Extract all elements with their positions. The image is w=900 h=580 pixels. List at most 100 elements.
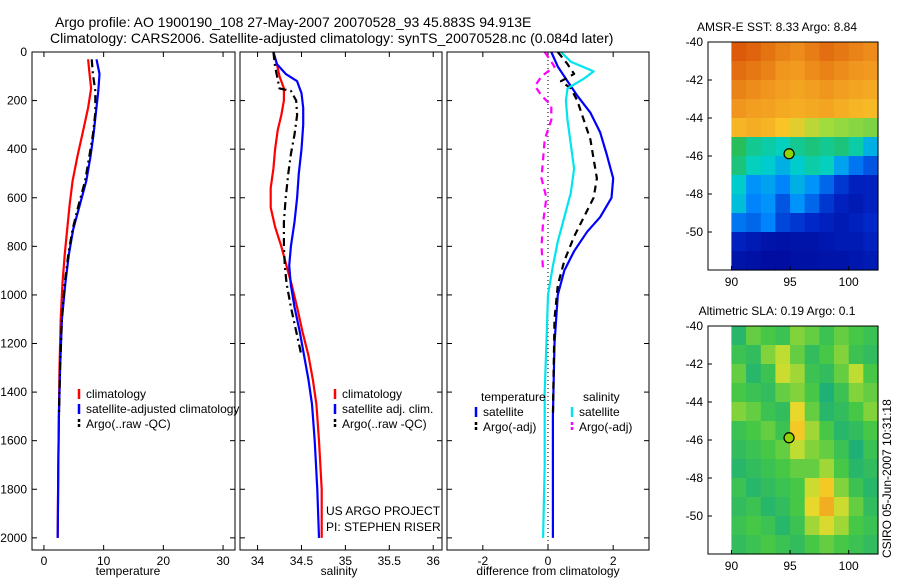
timestamp-stamp: CSIRO 05-Jun-2007 10:31:18 [880, 399, 894, 558]
x-tick-label: 100 [839, 275, 859, 289]
heatmap-cell [731, 345, 747, 365]
heatmap-cell [819, 175, 835, 195]
heatmap-cell [804, 137, 820, 157]
heatmap-cell [760, 383, 777, 403]
heatmap-cell [775, 497, 791, 517]
heatmap-cell [848, 194, 864, 214]
heatmap-cell [848, 421, 864, 441]
legend-header: salinity [583, 390, 620, 404]
heatmap-cell [863, 251, 879, 271]
legend-entry: satellite adj. clim. [342, 402, 433, 416]
heatmap-cell [760, 516, 777, 536]
heatmap-cell [819, 535, 835, 555]
heatmap-cell [863, 345, 879, 365]
legend-entry: climatology [86, 387, 146, 401]
heatmap-cell [834, 516, 850, 536]
heatmap-cell [863, 194, 879, 214]
heatmap-cell [819, 497, 835, 517]
heatmap-cell [775, 478, 791, 498]
x-tick-label: -2 [478, 554, 489, 568]
heatmap-cell [746, 118, 762, 138]
heatmap-cell [731, 326, 747, 346]
heatmap-cell [731, 478, 747, 498]
heatmap-cell [804, 478, 820, 498]
heatmap-cell [848, 497, 864, 517]
axes-frame [31, 51, 236, 551]
heatmap-cell [760, 156, 777, 176]
x-axis-label: salinity [321, 564, 358, 578]
heatmap-cell [863, 156, 879, 176]
float-position-marker [783, 148, 795, 160]
heatmap-cell [775, 535, 791, 555]
heatmap-cell [746, 213, 762, 233]
heatmap-cell [819, 99, 835, 119]
heatmap-cell [790, 497, 806, 517]
heatmap-cell [834, 99, 850, 119]
heatmap-cell [819, 137, 835, 157]
heatmap-cell [775, 213, 791, 233]
heatmap-cell [775, 61, 791, 81]
x-tick-label: 35.5 [378, 554, 402, 568]
figure-title-line1: Argo profile: AO 1900190_108 27-May-2007… [55, 14, 531, 30]
heatmap-cell [863, 118, 879, 138]
heatmap-cell [863, 497, 879, 517]
heatmap-cell [834, 459, 850, 479]
x-tick-label: 34 [251, 554, 265, 568]
heatmap-cell [731, 497, 747, 517]
heatmap-cell [819, 459, 835, 479]
x-tick-label: 90 [725, 275, 739, 289]
heatmap-cell [819, 61, 835, 81]
heatmap-cell [848, 459, 864, 479]
heatmap-cell [804, 80, 820, 100]
y-tick-label: -42 [686, 357, 704, 371]
series-line [272, 52, 321, 538]
credit-project: US ARGO PROJECT [326, 504, 441, 518]
legend-entry: satellite [579, 405, 620, 419]
y-tick-label: 1800 [0, 482, 27, 496]
heatmap-cell [804, 251, 820, 271]
heatmap-cell [863, 364, 879, 384]
legend-entry: Argo(-adj) [483, 420, 536, 434]
heatmap-cell [790, 326, 806, 346]
heatmap-cell [775, 251, 791, 271]
x-tick-label: 2 [610, 554, 617, 568]
legend-entry: Argo(-adj) [579, 420, 632, 434]
y-tick-label: -50 [686, 225, 704, 239]
heatmap-cell [760, 459, 777, 479]
heatmap-cell [790, 99, 806, 119]
heatmap-cell [834, 402, 850, 422]
legend-header: temperature [481, 390, 546, 404]
heatmap-cell [746, 478, 762, 498]
heatmap-cell [863, 99, 879, 119]
series-line [57, 59, 97, 417]
series-line [533, 52, 556, 271]
legend-entry: Argo(..raw -QC) [86, 417, 171, 431]
heatmap-cell [848, 516, 864, 536]
heatmap-cell [804, 232, 820, 252]
heatmap-cell [731, 80, 747, 100]
heatmap-cell [819, 516, 835, 536]
heatmap-cell [746, 364, 762, 384]
heatmap-cell [746, 497, 762, 517]
heatmap-cell [731, 535, 747, 555]
heatmap-cell [775, 232, 791, 252]
y-tick-label: -44 [686, 395, 704, 409]
heatmap-cell [848, 535, 864, 555]
heatmap-cell [834, 326, 850, 346]
heatmap-cell [760, 194, 777, 214]
charts-group: 0 10 20 30020040060080010001200140016001800… [0, 20, 879, 578]
heatmap-cell [731, 383, 747, 403]
heatmap-cell [863, 213, 879, 233]
legend-entry: climatology [342, 387, 402, 401]
heatmap-cell [819, 383, 835, 403]
heatmap-cell [834, 478, 850, 498]
heatmap-cell [760, 421, 777, 441]
heatmap-cell [731, 459, 747, 479]
heatmap-cell [819, 213, 835, 233]
heatmap-cell [804, 345, 820, 365]
heatmap-cell [731, 42, 747, 62]
x-tick-label: 36 [427, 554, 441, 568]
heatmap-cell [746, 383, 762, 403]
